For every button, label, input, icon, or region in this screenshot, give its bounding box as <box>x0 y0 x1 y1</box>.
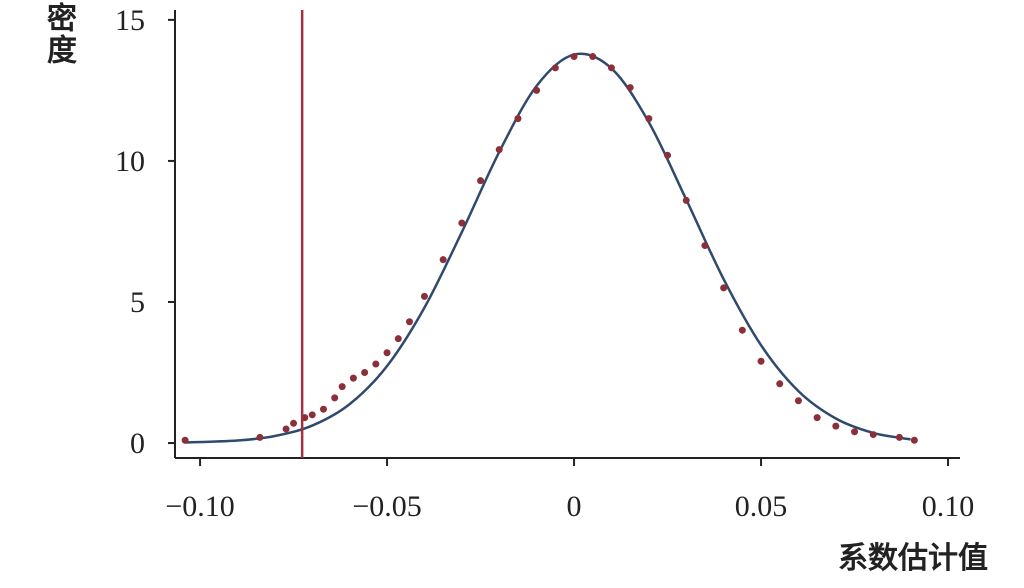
point <box>420 292 428 300</box>
point <box>895 433 903 441</box>
point <box>394 335 402 343</box>
point <box>477 177 485 185</box>
point <box>589 53 597 61</box>
x-tick-label: 0 <box>567 490 582 523</box>
point <box>701 242 709 250</box>
point <box>349 374 357 382</box>
point <box>794 397 802 405</box>
point <box>570 53 578 61</box>
point <box>720 284 728 292</box>
point <box>869 431 877 439</box>
point <box>851 428 859 436</box>
y-tick-label: 10 <box>115 145 145 178</box>
point <box>738 326 746 334</box>
point <box>383 349 391 357</box>
point <box>181 436 189 444</box>
point <box>682 196 690 204</box>
point <box>910 436 918 444</box>
point <box>361 369 369 377</box>
y-tick-label: 5 <box>130 286 145 319</box>
point <box>757 357 765 365</box>
point <box>533 86 541 94</box>
point <box>626 84 634 92</box>
point <box>551 64 559 72</box>
point <box>372 360 380 368</box>
y-axis-label: 密度 <box>41 2 76 66</box>
y-tick-label: 0 <box>130 427 145 460</box>
x-tick-label: −0.05 <box>352 490 421 523</box>
point <box>495 146 503 154</box>
x-tick-label: −0.10 <box>165 490 234 523</box>
point <box>282 425 290 433</box>
point <box>458 219 466 227</box>
point <box>256 433 264 441</box>
point <box>813 414 821 422</box>
x-tick-label: 0.05 <box>735 490 788 523</box>
x-axis-label: 系数估计值 <box>838 541 988 576</box>
point <box>319 405 327 413</box>
point <box>664 151 672 159</box>
point <box>439 256 447 264</box>
point <box>776 380 784 388</box>
point <box>607 64 615 72</box>
point <box>290 419 298 427</box>
density-curve <box>185 52 911 444</box>
point <box>514 115 522 123</box>
y-tick-label: 15 <box>115 4 145 37</box>
point <box>405 318 413 326</box>
point <box>308 411 316 419</box>
point <box>832 422 840 430</box>
x-tick-label: 0.10 <box>922 490 975 523</box>
point <box>338 383 346 391</box>
point <box>331 394 339 402</box>
point <box>645 115 653 123</box>
